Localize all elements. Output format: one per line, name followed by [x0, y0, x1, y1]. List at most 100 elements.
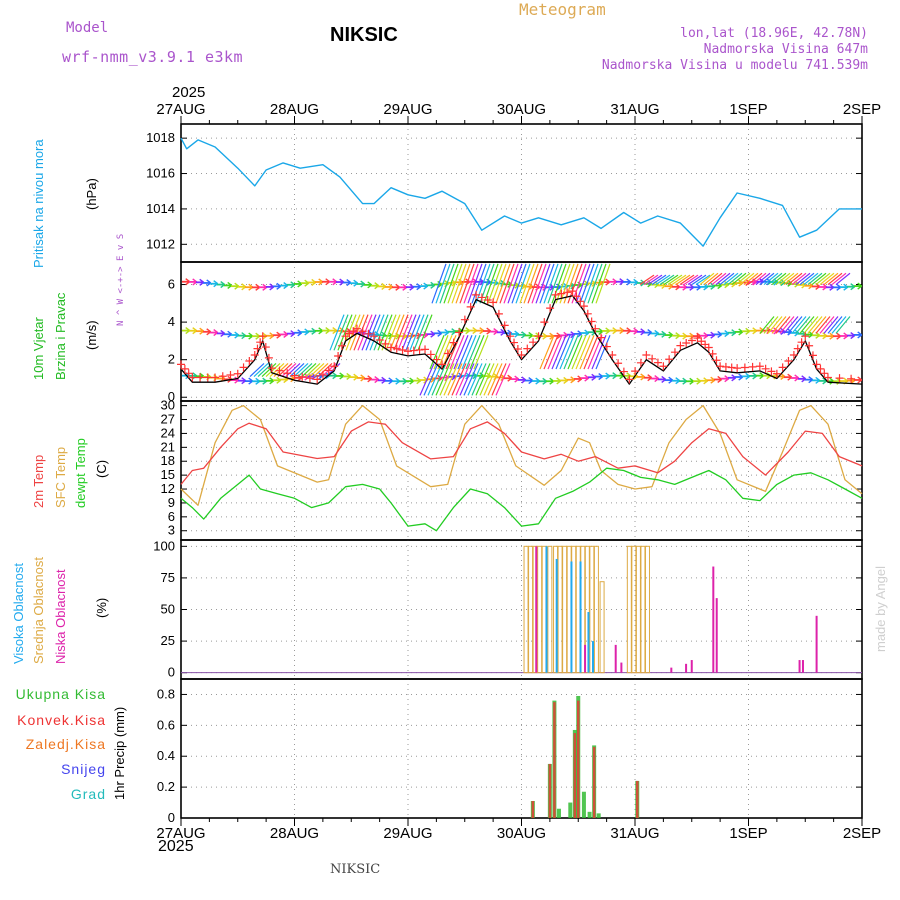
- wind-marker: [812, 360, 821, 369]
- y-tick-label: 0: [168, 810, 175, 825]
- wind-marker: [721, 362, 730, 371]
- wind-barb-hatch: [719, 272, 735, 286]
- year-bottom: 2025: [158, 838, 194, 855]
- wind-barb-hatch: [771, 316, 787, 334]
- wind-barb-hatch: [475, 363, 491, 396]
- wind-barb-hatch: [535, 263, 551, 304]
- dewpt-line: [180, 467, 863, 532]
- wind-barb-hatch: [675, 274, 691, 286]
- wind-barb-hatch: [467, 263, 483, 304]
- cloud-bar-mid: [640, 545, 646, 674]
- wind-barb-hatch: [483, 263, 499, 304]
- y-tick-label: 6: [168, 509, 175, 524]
- wind-barb-hatch: [353, 314, 369, 351]
- wind-barb-hatch: [431, 363, 447, 396]
- wind-barb-hatch: [369, 314, 385, 351]
- wind-barb-hatch: [269, 362, 285, 378]
- y-tick-label: 30: [161, 398, 175, 413]
- wind-barb-hatch: [547, 263, 563, 304]
- wind-barb-hatch: [491, 363, 507, 396]
- precip-bar-conv: [531, 801, 535, 818]
- footer-station: NIKSIC: [330, 862, 381, 877]
- wind-barb-hatch: [767, 316, 783, 334]
- cloud-bar-high: [579, 561, 582, 673]
- precip-bar-total: [581, 791, 586, 818]
- wind-barb-hatch: [783, 272, 799, 286]
- wind-barb-hatch: [389, 314, 405, 351]
- wind-barb-hatch: [435, 263, 451, 304]
- wind-marker: [364, 329, 373, 338]
- wind-barb-hatch: [743, 272, 759, 286]
- wind-barb-hatch: [301, 362, 317, 378]
- wind-barb-hatch: [691, 274, 707, 286]
- wind-marker: [557, 289, 566, 298]
- wind-barb-hatch: [495, 263, 511, 304]
- wind-barb-hatch: [381, 314, 397, 351]
- wind-marker: [687, 336, 696, 345]
- wind-barb-hatch: [551, 263, 567, 304]
- wind-barb-hatch: [707, 272, 723, 286]
- wind-marker: [250, 350, 259, 359]
- wind-barb-hatch: [651, 274, 667, 286]
- y-tick-label: 15: [161, 467, 175, 482]
- wind-speed-line: [180, 295, 863, 385]
- wind-marker: [283, 369, 292, 378]
- y-tick-label: 12: [161, 481, 175, 496]
- cloud-bar-low: [715, 598, 718, 673]
- wind-barb-hatch: [447, 363, 463, 396]
- wind-barb-hatch: [819, 316, 835, 334]
- cloud-bar-mid: [626, 545, 632, 674]
- legend-frozen-rain: Zaledj.Kisa: [25, 736, 106, 752]
- wind-marker: [358, 327, 367, 336]
- wind-barb-hatch: [289, 362, 305, 378]
- wind-marker: [211, 373, 220, 382]
- wind-marker: [305, 374, 314, 383]
- wind-marker: [318, 370, 327, 379]
- wind-barb-hatch: [471, 363, 487, 396]
- cloud-bar-mid: [589, 545, 595, 674]
- wind-barb-hatch: [835, 316, 851, 334]
- wind-barb-hatch: [487, 363, 503, 396]
- wind-barb-hatch: [455, 263, 471, 304]
- y-tick-label: 0: [168, 389, 175, 404]
- wind-barb-hatch: [555, 335, 571, 370]
- wind-barb-hatch: [803, 316, 819, 334]
- wind-marker: [472, 290, 481, 299]
- wind-barb-hatch: [667, 274, 683, 286]
- wind-barb-hatch: [451, 263, 467, 304]
- precip-bar-total: [568, 802, 573, 818]
- cloud-bar-high: [592, 641, 595, 673]
- wind-marker: [218, 372, 227, 381]
- wind-barb-hatch: [451, 363, 467, 396]
- wind-barb-hatch: [831, 316, 847, 334]
- y-tick-label: 21: [161, 439, 175, 454]
- wind-marker: [324, 366, 333, 375]
- wind-marker: [659, 362, 668, 371]
- x-tick-label-top: 30AUG: [497, 101, 546, 118]
- wind-barb-hatch: [459, 363, 475, 396]
- wind-marker: [256, 338, 265, 347]
- wind-barb-hatch: [783, 316, 799, 334]
- wind-barb-hatch: [579, 335, 595, 370]
- wind-barb-hatch: [659, 274, 675, 286]
- wind-marker: [267, 364, 276, 373]
- wind-barb-hatch: [715, 272, 731, 286]
- wind-barb-hatch: [695, 274, 711, 286]
- wind-barb-hatch: [779, 272, 795, 286]
- precip-bar-conv: [548, 763, 552, 818]
- wind-barb-hatch: [483, 363, 499, 396]
- precip-bar-conv: [577, 700, 580, 818]
- y-tick-label: 0.8: [157, 686, 175, 701]
- y-tick-label: 9: [168, 495, 175, 510]
- wind-marker: [636, 358, 645, 367]
- wind-barb-hatch: [575, 335, 591, 370]
- wind-barb-head: [857, 376, 863, 384]
- wind-marker: [415, 345, 424, 354]
- wind-marker: [466, 302, 475, 311]
- x-tick-label-bottom: 31AUG: [610, 825, 659, 842]
- wind-barb-hatch: [787, 316, 803, 334]
- wind-barb-hatch: [795, 272, 811, 286]
- cloud-bar-low: [584, 644, 587, 673]
- x-tick-label-bottom: 27AUG: [156, 825, 205, 842]
- wind-barb-hatch: [583, 263, 599, 304]
